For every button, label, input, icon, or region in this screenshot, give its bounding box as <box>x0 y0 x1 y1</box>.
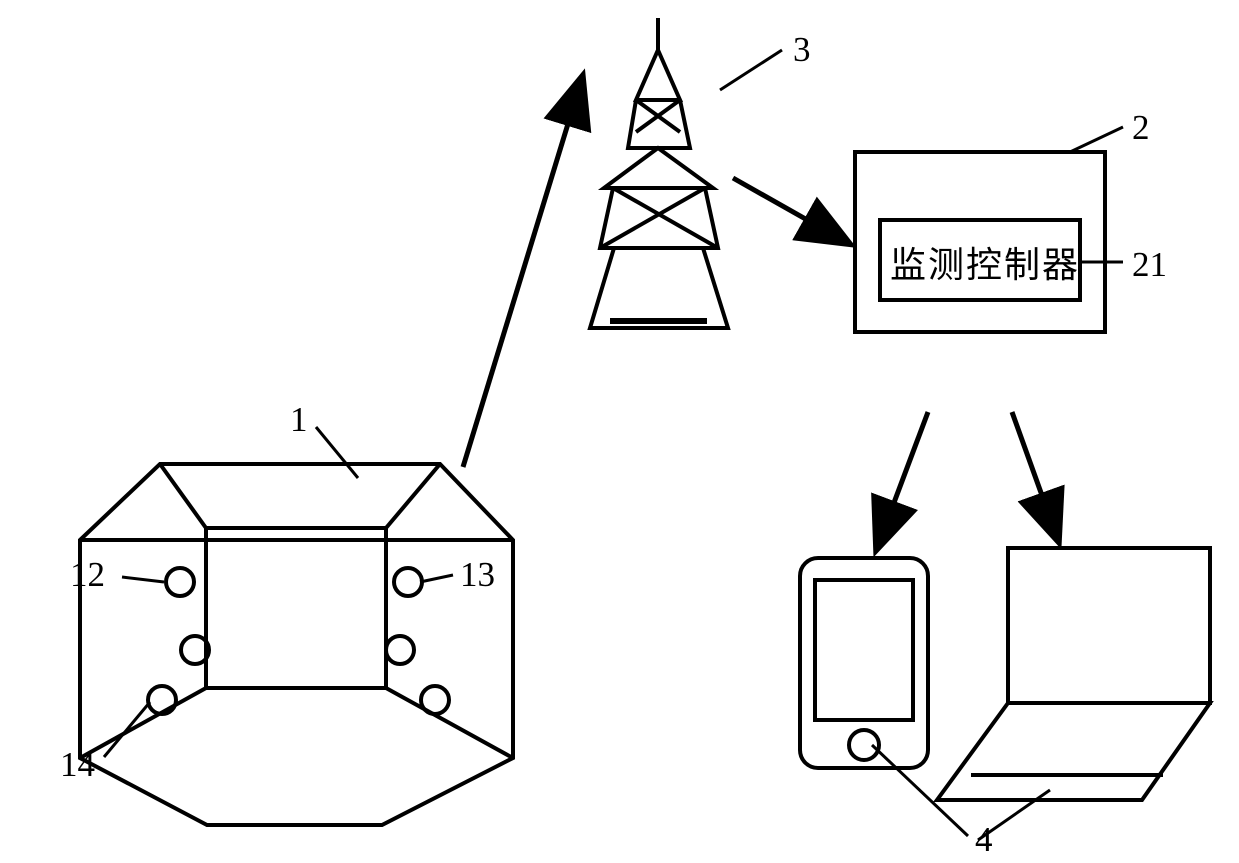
flow-arrows <box>463 78 1058 548</box>
leader-lines <box>104 50 1123 840</box>
label-2: 2 <box>1132 108 1150 148</box>
label-14: 14 <box>60 745 95 785</box>
label-4: 4 <box>975 820 993 860</box>
phone-client <box>800 558 928 768</box>
label-3: 3 <box>793 30 811 70</box>
tower <box>590 18 728 328</box>
label-12: 12 <box>70 555 105 595</box>
label-1: 1 <box>290 400 308 440</box>
sensor-box <box>80 464 513 825</box>
label-13: 13 <box>460 555 495 595</box>
diagram-canvas <box>0 0 1239 863</box>
label-21: 21 <box>1132 245 1167 285</box>
server-text: 监测控制器 <box>890 236 1080 288</box>
laptop-client <box>937 548 1210 800</box>
